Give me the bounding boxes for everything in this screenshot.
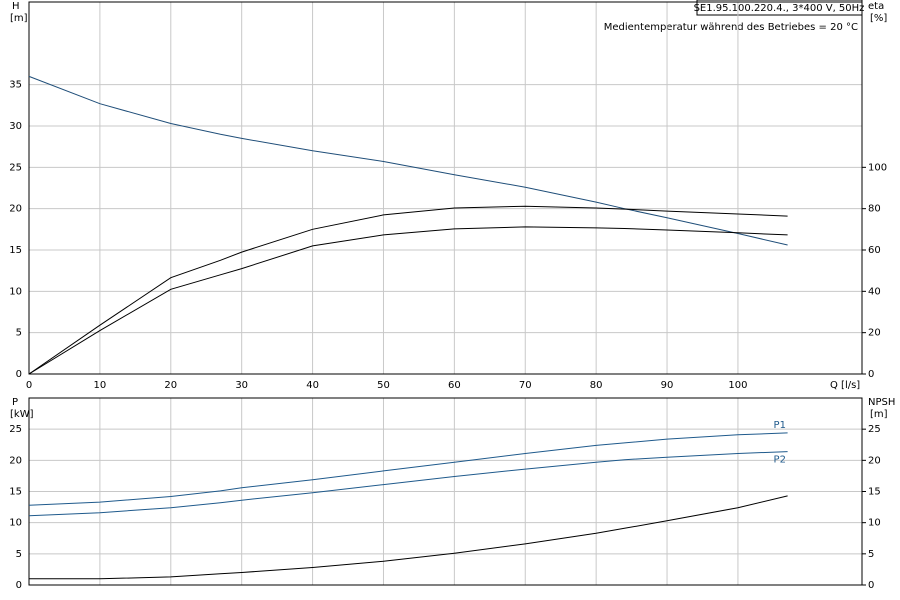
y-tick-label: 20 xyxy=(9,455,22,466)
x-tick-label: 30 xyxy=(235,380,248,391)
x-tick-label: 100 xyxy=(728,380,747,391)
curve xyxy=(28,75,788,246)
y2-tick-label: 0 xyxy=(868,580,874,591)
curve xyxy=(28,205,788,375)
y-axis-unit: [m] xyxy=(10,13,28,24)
y2-tick-label: 5 xyxy=(868,549,874,560)
y-tick-label: 35 xyxy=(9,80,22,91)
y2-tick-label: 20 xyxy=(868,455,881,466)
chart-title: SE1.95.100.220.4., 3*400 V, 50Hz xyxy=(694,3,865,14)
x-tick-label: 90 xyxy=(661,380,674,391)
x-tick-label: 60 xyxy=(448,380,461,391)
series-label: P2 xyxy=(774,455,786,466)
curve xyxy=(28,226,788,375)
plot-frame xyxy=(28,397,863,586)
y-tick-label: 0 xyxy=(16,369,22,380)
chart-subtitle: Medientemperatur während des Betriebes =… xyxy=(604,22,858,33)
x-axis-label: Q [l/s] xyxy=(830,380,860,391)
curve xyxy=(28,432,788,506)
y2-tick-label: 10 xyxy=(868,518,881,529)
x-tick-label: 40 xyxy=(306,380,319,391)
y2-tick-label: 20 xyxy=(868,328,881,339)
x-tick-label: 0 xyxy=(26,380,32,391)
y-axis-unit: [kW] xyxy=(10,409,34,420)
y-tick-label: 5 xyxy=(16,549,22,560)
y-tick-label: 15 xyxy=(9,245,22,256)
plot-frame xyxy=(28,1,863,375)
y-tick-label: 5 xyxy=(16,328,22,339)
curve xyxy=(28,451,788,517)
x-tick-label: 10 xyxy=(94,380,107,391)
y2-axis-label: NPSH xyxy=(868,397,895,408)
x-tick-label: 70 xyxy=(519,380,532,391)
y2-tick-label: 15 xyxy=(868,487,881,498)
y-axis-label: H xyxy=(12,1,20,12)
y-tick-label: 0 xyxy=(16,580,22,591)
y2-axis-unit: [m] xyxy=(870,409,888,420)
y-axis-label: P xyxy=(12,397,18,408)
x-tick-label: 80 xyxy=(590,380,603,391)
x-tick-label: 20 xyxy=(164,380,177,391)
y-tick-label: 10 xyxy=(9,286,22,297)
y-tick-label: 25 xyxy=(9,162,22,173)
y2-tick-label: 40 xyxy=(868,286,881,297)
series-label: P1 xyxy=(774,420,786,431)
y-tick-label: 25 xyxy=(9,424,22,435)
y2-tick-label: 60 xyxy=(868,245,881,256)
y-tick-label: 15 xyxy=(9,487,22,498)
y-tick-label: 10 xyxy=(9,518,22,529)
y2-axis-label: eta xyxy=(868,1,884,12)
y-tick-label: 30 xyxy=(9,121,22,132)
y2-axis-unit: [%] xyxy=(870,13,887,24)
y2-tick-label: 80 xyxy=(868,204,881,215)
y2-tick-label: 0 xyxy=(868,369,874,380)
y-tick-label: 20 xyxy=(9,204,22,215)
y2-tick-label: 100 xyxy=(868,162,887,173)
y2-tick-label: 25 xyxy=(868,424,881,435)
curve xyxy=(29,495,788,580)
x-tick-label: 50 xyxy=(377,380,390,391)
